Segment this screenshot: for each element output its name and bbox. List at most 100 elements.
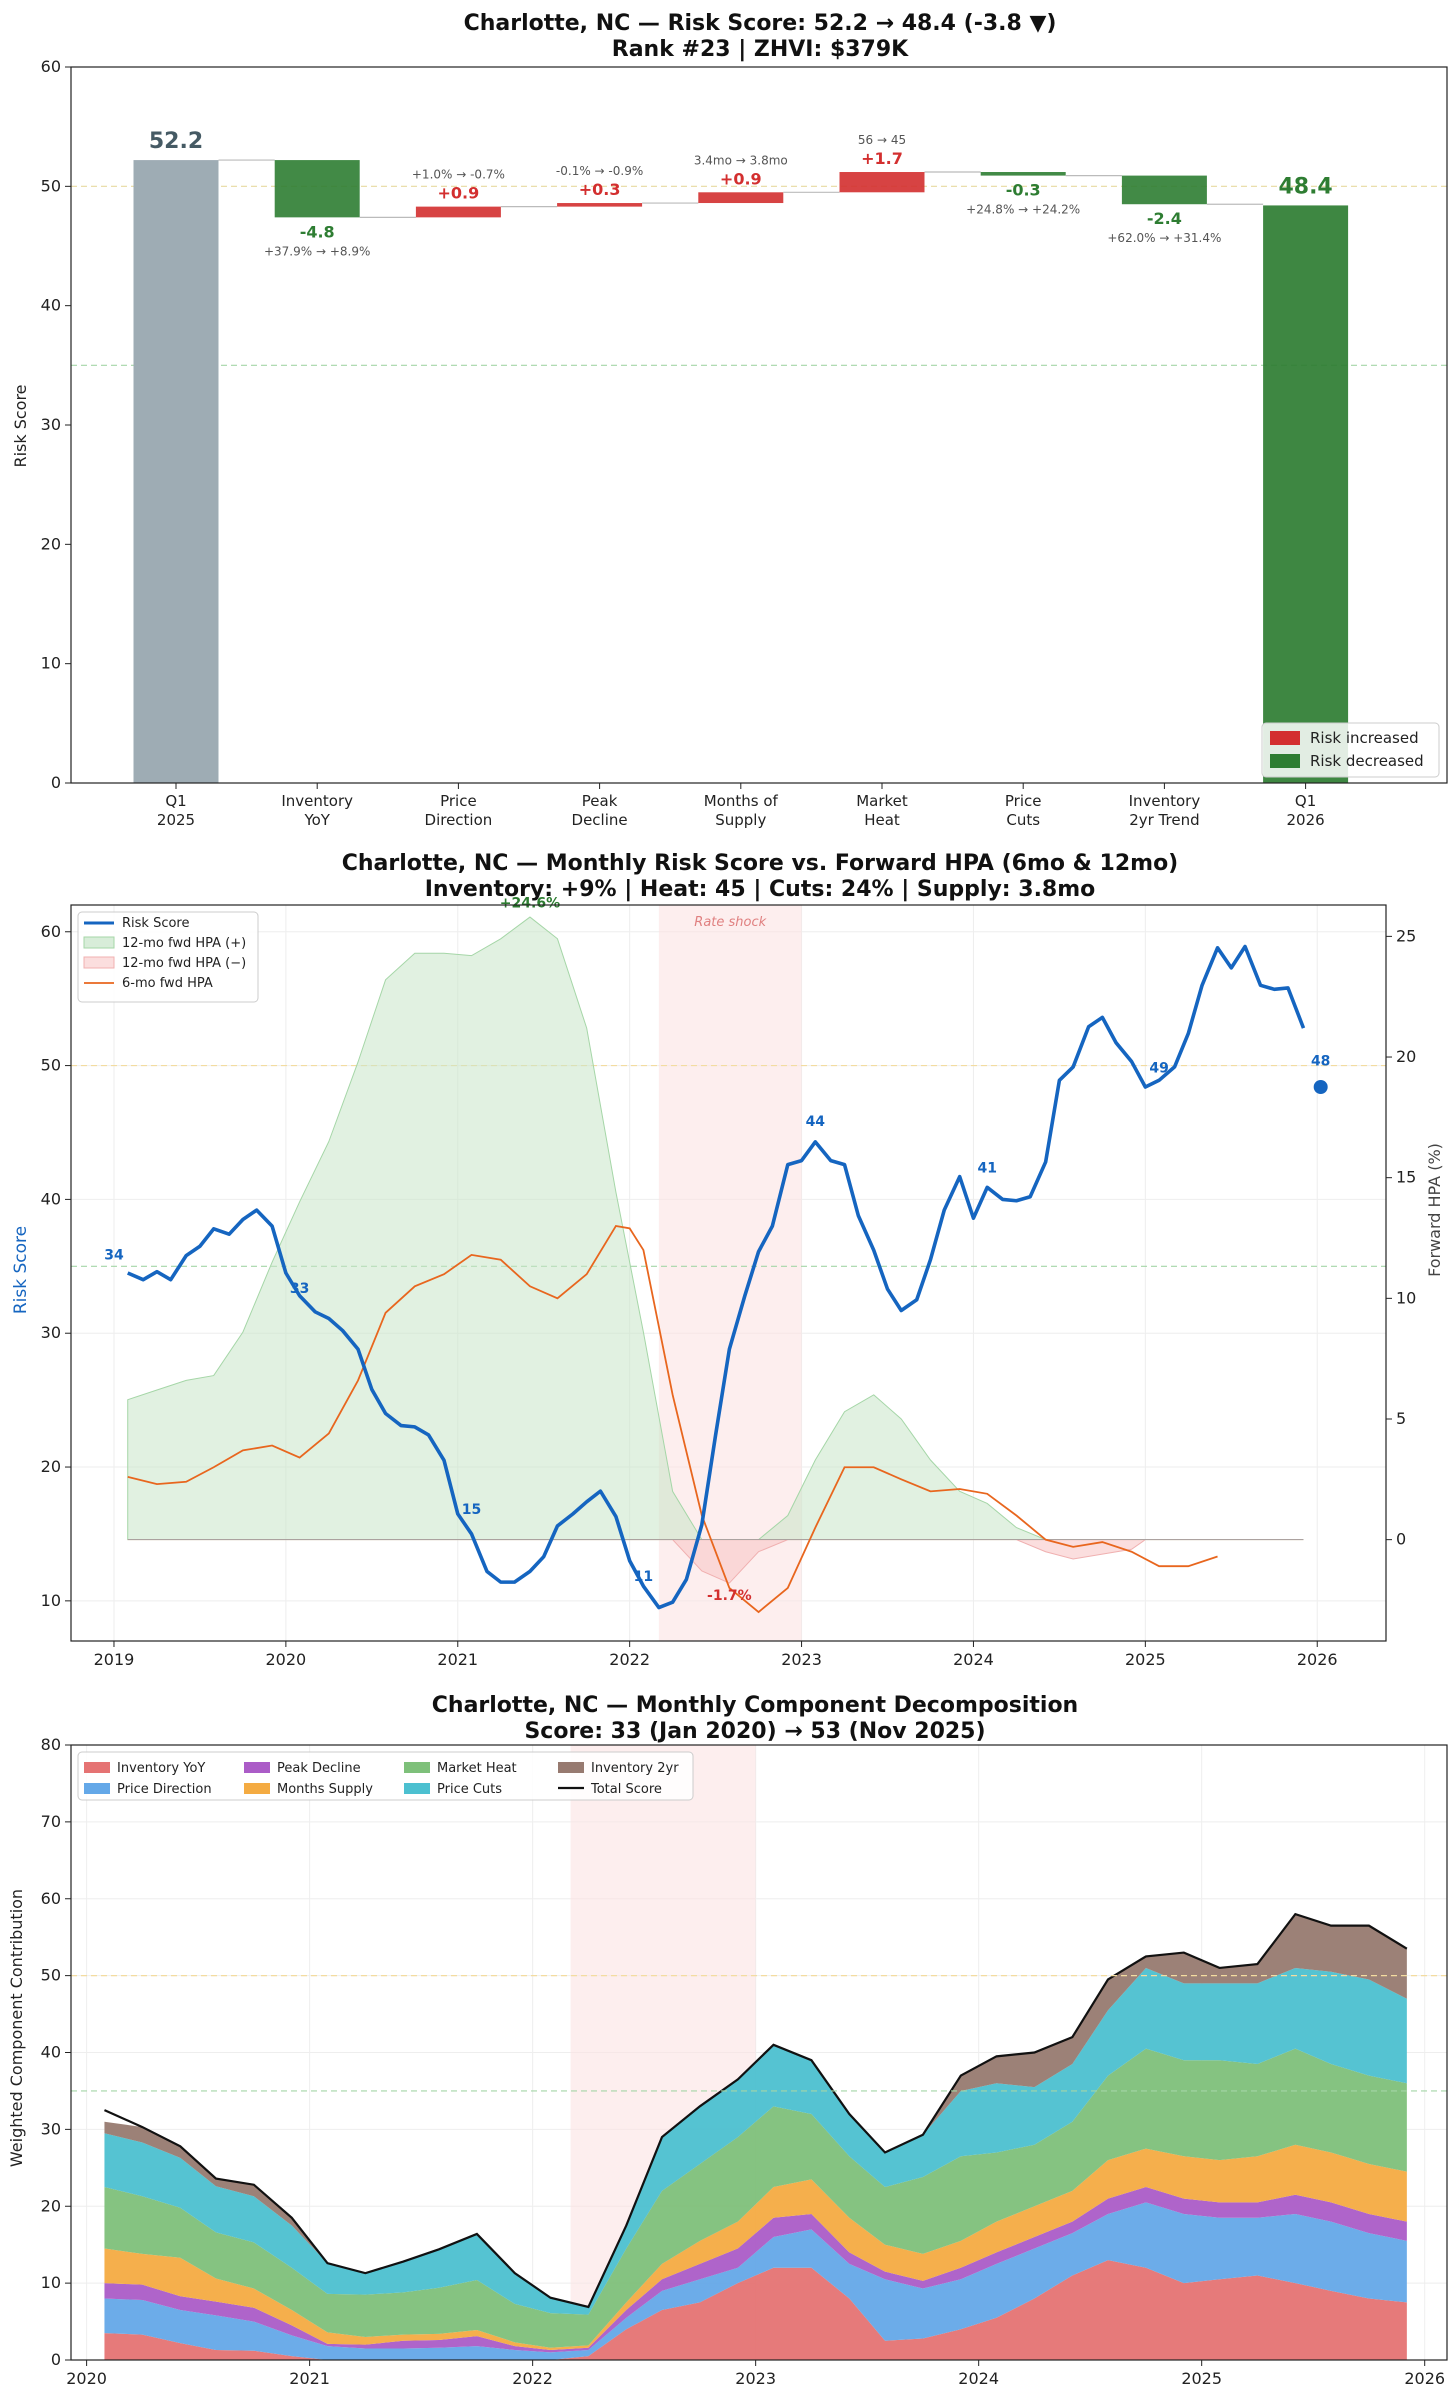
annotation-label: 41: [977, 1161, 996, 1177]
x-tick-label: Price: [440, 792, 477, 810]
y-tick-label: 50: [41, 1966, 61, 1985]
legend-swatch: [84, 1783, 110, 1794]
left-y-tick-label: 60: [41, 922, 61, 941]
y-tick-label: 60: [41, 57, 61, 76]
y-tick-label: 60: [41, 1889, 61, 1908]
right-y-tick-label: 15: [1396, 1168, 1416, 1187]
y-tick-label: 10: [41, 2273, 61, 2292]
annotation-label: 11: [634, 1569, 653, 1585]
decomposition-panel: Charlotte, NC — Monthly Component Decomp…: [7, 1693, 1448, 2388]
y-tick-label: 40: [41, 2043, 61, 2062]
bar-step-label: -2.4: [1147, 209, 1182, 228]
legend-swatch: [84, 1762, 110, 1773]
y-tick-label: 30: [41, 2119, 61, 2138]
y-tick-label: 20: [41, 534, 61, 553]
legend-label-increase: Risk increased: [1310, 729, 1419, 747]
x-tick-label: Inventory: [1129, 792, 1201, 810]
x-tick-label: Peak: [582, 792, 618, 810]
x-tick-label: Months of: [704, 792, 779, 810]
x-tick-label: 2026: [1287, 811, 1325, 829]
legend-label-hpa6: 6-mo fwd HPA: [122, 976, 213, 991]
legend-label: Price Direction: [117, 1782, 212, 1797]
right-y-tick-label: 20: [1396, 1047, 1416, 1066]
legend-swatch: [404, 1783, 430, 1794]
bar-step-label: +0.9: [438, 184, 480, 203]
hpa6-line: [127, 1224, 1218, 1614]
y-tick-label: 50: [41, 176, 61, 195]
legend-swatch: [404, 1762, 430, 1773]
annotation-label: -1.7%: [707, 1588, 752, 1604]
decomposition-legend: Inventory YoY Price Direction Peak Decline…: [77, 1751, 694, 1801]
x-tick-label: Q1: [1295, 792, 1316, 810]
y-tick-label: 30: [41, 415, 61, 434]
area-inventory-2yr: [104, 1914, 1407, 2307]
timeseries-title-line2: Inventory: +9% | Heat: 45 | Cuts: 24% | …: [425, 877, 1096, 902]
y-tick-label: 0: [51, 2350, 61, 2369]
waterfall-panel: Charlotte, NC — Risk Score: 52.2 → 48.4 …: [11, 11, 1448, 829]
x-tick-label: 2020: [66, 2369, 107, 2388]
legend-swatch-hpa12-neg: [83, 956, 115, 969]
legend-label: Market Heat: [437, 1761, 517, 1776]
bar-step-detail: +37.9% → +8.9%: [264, 244, 370, 258]
annotation-label: 49: [1149, 1060, 1168, 1076]
x-tick-label: 2022: [512, 2369, 553, 2388]
waterfall-legend: Risk increased Risk decreased: [1261, 722, 1440, 778]
annotation-label: 33: [290, 1281, 309, 1297]
hpa12-positive-area: [127, 916, 1304, 1541]
x-tick-label: 2021: [289, 2369, 330, 2388]
timeseries-left-axis-label: Risk Score: [11, 1226, 31, 1314]
legend-swatch-decrease: [1270, 754, 1300, 768]
legend-label-decrease: Risk decreased: [1310, 752, 1424, 770]
timeseries-legend: Risk Score 12-mo fwd HPA (+) 12-mo fwd H…: [77, 911, 259, 1003]
x-tick-label: 2026: [1297, 1650, 1338, 1669]
right-y-tick-label: 0: [1396, 1530, 1406, 1549]
y-tick-label: 40: [41, 296, 61, 315]
x-tick-label: 2025: [1125, 1650, 1166, 1669]
legend-label-risk: Risk Score: [122, 916, 190, 931]
x-tick-label: 2019: [94, 1650, 135, 1669]
bar-step: [557, 203, 643, 207]
right-y-tick-label: 25: [1396, 926, 1416, 945]
legend-label: Inventory YoY: [117, 1761, 205, 1776]
y-tick-label: 20: [41, 2196, 61, 2215]
bar-step-detail: -0.1% → -0.9%: [556, 164, 643, 178]
x-tick-label: 2025: [157, 811, 195, 829]
bar-step-label: -0.3: [1006, 181, 1041, 200]
left-y-tick-label: 50: [41, 1056, 61, 1075]
bar-step-detail: +1.0% → -0.7%: [412, 168, 505, 182]
legend-label-hpa12-pos: 12-mo fwd HPA (+): [122, 936, 246, 951]
left-y-tick-label: 20: [41, 1457, 61, 1476]
bar-step: [980, 172, 1066, 176]
decomposition-title-line1: Charlotte, NC — Monthly Component Decomp…: [432, 1693, 1078, 1718]
x-tick-label: 2024: [953, 1650, 994, 1669]
bar-step: [274, 160, 360, 218]
x-tick-label: Supply: [715, 811, 766, 829]
bar-step: [1121, 175, 1207, 205]
legend-label: Total Score: [590, 1782, 662, 1797]
x-tick-label: Q1: [165, 792, 186, 810]
risk-score-line: [127, 944, 1306, 1610]
annotation-label: 48: [1311, 1054, 1330, 1070]
x-tick-label: 2024: [958, 2369, 999, 2388]
legend-swatch-hpa12-pos: [83, 936, 115, 949]
y-tick-label: 80: [41, 1735, 61, 1754]
right-y-tick-label: 10: [1396, 1288, 1416, 1307]
x-tick-label: Heat: [864, 811, 900, 829]
legend-swatch: [558, 1762, 584, 1773]
x-tick-label: Price: [1005, 792, 1042, 810]
total-score-line: [104, 1912, 1408, 2309]
bar-end-label: 48.4: [1278, 174, 1332, 199]
bar-step-label: +0.3: [579, 180, 621, 199]
x-tick-label: YoY: [303, 811, 330, 829]
bar-step-label: +1.7: [861, 149, 903, 168]
waterfall-title-line2: Rank #23 | ZHVI: $379K: [612, 37, 909, 62]
x-tick-label: Cuts: [1006, 811, 1040, 829]
timeseries-right-axis-label: Forward HPA (%): [1425, 1143, 1444, 1277]
decomposition-title-line2: Score: 33 (Jan 2020) → 53 (Nov 2025): [524, 1719, 985, 1744]
x-tick-label: 2022: [609, 1650, 650, 1669]
x-tick-label: 2021: [437, 1650, 478, 1669]
x-tick-label: Direction: [425, 811, 493, 829]
annotation-label: +24.6%: [500, 895, 560, 911]
timeseries-panel: Charlotte, NC — Monthly Risk Score vs. F…: [11, 851, 1444, 1669]
